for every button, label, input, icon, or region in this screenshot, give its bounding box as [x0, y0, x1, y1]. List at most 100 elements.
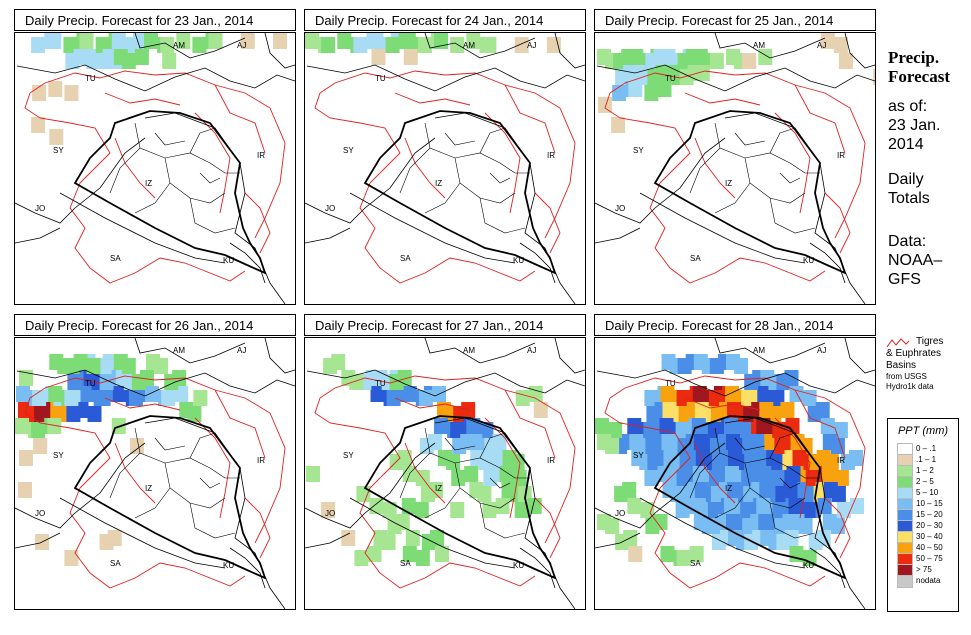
- precip-cell: [161, 390, 176, 406]
- precip-cell: [64, 550, 79, 566]
- ppt-legend-item: 2 – 5: [888, 476, 958, 489]
- precip-cell: [622, 482, 637, 498]
- map-label-ku: KU: [803, 561, 814, 570]
- precip-cell: [528, 386, 543, 402]
- basin-boundary: [394, 397, 471, 411]
- precip-cell: [821, 466, 836, 482]
- side-data-source: Data: NOAA– GFS: [888, 232, 942, 289]
- precip-cell: [695, 65, 710, 81]
- province-boundary: [489, 477, 511, 489]
- map-label-ku: KU: [513, 561, 524, 570]
- precip-cell: [785, 418, 800, 434]
- province-boundary: [164, 157, 226, 204]
- precip-cell: [450, 37, 465, 53]
- precip-map: AM AJ TU SY IR JO SA KU IZ: [594, 337, 876, 610]
- country-boundary: [16, 369, 295, 397]
- province-boundary: [489, 172, 511, 184]
- ppt-legend-item: 0 – .1: [888, 443, 958, 456]
- ppt-legend-label: 1 – 2: [916, 466, 934, 475]
- map-label-sa: SA: [400, 559, 411, 568]
- ppt-legend-item: > 75: [888, 564, 958, 577]
- province-boundary: [154, 132, 186, 146]
- precip-cell: [353, 37, 368, 53]
- precip-cell: [31, 422, 46, 438]
- precip-cell: [836, 502, 851, 518]
- side-title-line1: Precip.: [888, 48, 940, 67]
- map-label-aj: AJ: [817, 41, 826, 50]
- province-boundary: [499, 467, 530, 479]
- province-boundary: [779, 477, 801, 489]
- ppt-legend-item: nodata: [888, 575, 958, 588]
- precip-cell: [725, 386, 739, 402]
- precip-cell: [801, 502, 816, 518]
- basin-legend-line4: from USGS: [886, 372, 927, 381]
- precip-cell: [208, 33, 223, 49]
- basin-boundary: [649, 487, 826, 589]
- panel-title: Daily Precip. Forecast for 24 Jan., 2014: [304, 9, 586, 31]
- precip-cell: [799, 486, 814, 502]
- precip-cell: [691, 498, 706, 514]
- precip-cell: [464, 466, 479, 482]
- basin-boundary: [794, 84, 846, 154]
- ppt-legend-label: .1 – 1: [916, 455, 937, 464]
- precip-cell: [47, 33, 62, 49]
- precip-map: AM AJ TU SY IR JO SA KU IZ: [304, 32, 586, 305]
- basin-boundary: [774, 417, 811, 519]
- map-label-ir: IR: [257, 456, 265, 465]
- precip-cell: [627, 498, 642, 514]
- precip-cell: [849, 450, 863, 466]
- precip-cell: [121, 53, 136, 69]
- basin-boundary: [314, 397, 401, 489]
- map-label-tu: TU: [665, 379, 676, 388]
- precip-cell: [492, 434, 507, 450]
- precip-cell: [369, 498, 384, 514]
- basin-boundary: [244, 192, 271, 254]
- basin-legend: Tigres & Euphrates Basins from USGS Hydr…: [886, 336, 943, 392]
- map-label-iz: IZ: [145, 484, 152, 493]
- ppt-legend-item: 40 – 50: [888, 542, 958, 555]
- ppt-legend-label: 0 – .1: [916, 444, 937, 453]
- precip-cell: [770, 470, 785, 486]
- iraq-border: [653, 415, 847, 580]
- basin-boundary: [104, 397, 181, 411]
- precip-cell: [435, 546, 449, 562]
- basin-boundary: [214, 84, 266, 154]
- basin-boundary: [609, 70, 866, 239]
- precip-cell: [817, 498, 832, 514]
- precip-cell: [162, 53, 177, 69]
- country-boundary: [519, 242, 556, 284]
- precip-cell: [176, 33, 191, 49]
- province-boundary: [109, 452, 141, 499]
- precip-cell: [838, 53, 853, 69]
- precip-cell: [15, 418, 29, 434]
- precip-cell: [64, 390, 79, 406]
- precip-cell: [657, 81, 672, 97]
- ppt-legend-label: 30 – 40: [916, 532, 943, 541]
- precip-cell: [145, 386, 159, 402]
- basin-boundary: [484, 417, 521, 519]
- forecast-panel-27: Daily Precip. Forecast for 27 Jan., 2014…: [304, 314, 586, 610]
- panel-title: Daily Precip. Forecast for 25 Jan., 2014: [594, 9, 876, 31]
- province-boundary: [399, 452, 431, 499]
- precip-cell: [533, 402, 548, 418]
- precip-cell: [18, 482, 32, 498]
- map-label-ir: IR: [547, 456, 555, 465]
- precip-cell: [692, 386, 707, 402]
- precip-cell: [850, 498, 864, 514]
- totals-line1: Daily: [888, 171, 924, 188]
- province-boundary: [189, 502, 236, 539]
- basin-boundary: [684, 397, 761, 411]
- precip-cell: [337, 33, 352, 49]
- precip-cell: [660, 466, 675, 482]
- province-boundary: [134, 122, 211, 164]
- precip-cell: [830, 438, 845, 454]
- precip-cell: [756, 498, 771, 514]
- basin-boundary: [534, 497, 561, 559]
- precip-cell: [429, 482, 443, 498]
- precip-cell: [401, 498, 416, 514]
- country-boundary: [595, 137, 726, 224]
- ppt-legend: PPT (mm) 0 – .1 .1 – 1 1 – 2 2 – 5 5 – 10 10 …: [887, 418, 959, 612]
- map-label-sa: SA: [690, 559, 701, 568]
- precip-cell: [129, 438, 144, 454]
- precip-cell: [192, 37, 207, 53]
